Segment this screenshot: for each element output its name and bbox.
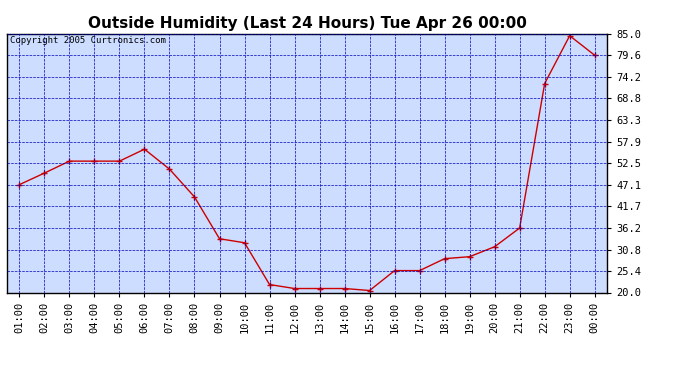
Text: Copyright 2005 Curtronics.com: Copyright 2005 Curtronics.com <box>10 36 166 45</box>
Title: Outside Humidity (Last 24 Hours) Tue Apr 26 00:00: Outside Humidity (Last 24 Hours) Tue Apr… <box>88 16 526 31</box>
